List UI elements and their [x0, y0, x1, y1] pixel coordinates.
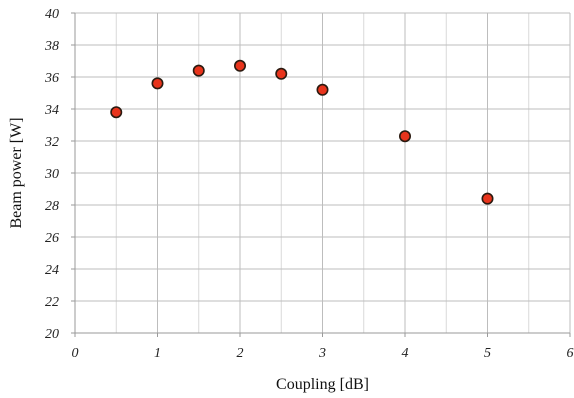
y-tick-label: 26 — [45, 231, 59, 246]
y-tick-label: 40 — [45, 7, 59, 22]
data-point — [151, 77, 164, 90]
y-tick-label: 36 — [44, 71, 59, 86]
data-point — [481, 192, 494, 205]
y-tick-label: 34 — [44, 103, 59, 118]
y-tick-label: 20 — [45, 327, 59, 342]
x-tick-label: 1 — [154, 346, 161, 361]
data-point — [398, 130, 411, 143]
data-point — [316, 83, 329, 96]
x-tick-label: 2 — [237, 346, 244, 361]
data-point — [234, 59, 247, 72]
data-point — [192, 64, 205, 77]
y-tick-label: 28 — [45, 199, 59, 214]
data-point — [275, 67, 288, 80]
data-point — [110, 106, 123, 119]
x-tick-label: 4 — [402, 346, 409, 361]
x-tick-label: 6 — [567, 346, 574, 361]
y-tick-label: 22 — [45, 295, 59, 310]
axes — [71, 12, 571, 337]
y-axis-title: Beam power [W] — [8, 117, 25, 228]
x-axis-title: Coupling [dB] — [276, 376, 369, 393]
y-tick-label: 24 — [45, 263, 59, 278]
data-points — [110, 59, 494, 205]
x-tick-label: 5 — [484, 346, 491, 361]
y-tick-label: 38 — [44, 39, 59, 54]
y-tick-label: 32 — [44, 135, 59, 150]
x-tick-label: 3 — [318, 346, 326, 361]
grid-lines — [75, 12, 571, 333]
x-tick-label: 0 — [72, 346, 79, 361]
y-tick-label: 30 — [44, 167, 59, 182]
